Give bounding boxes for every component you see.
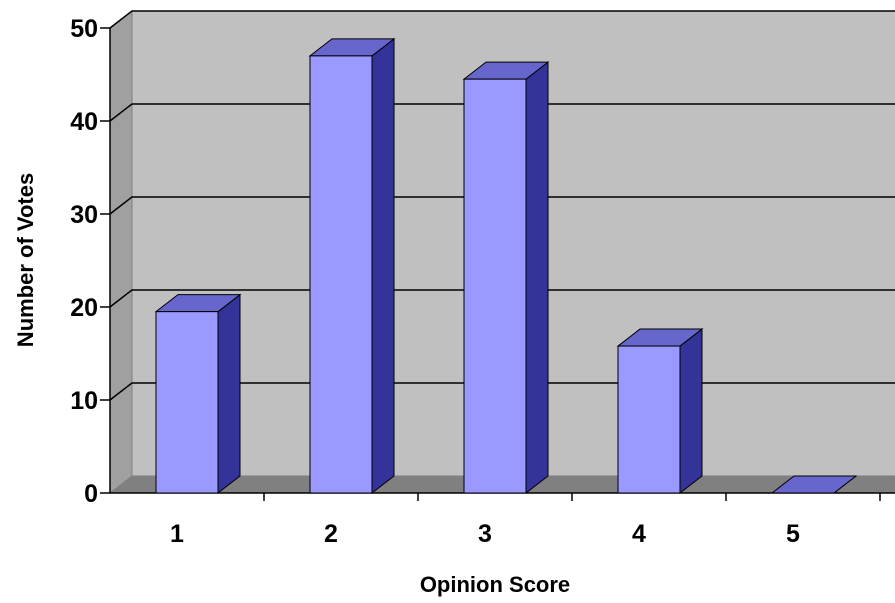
- x-tick-labels: 1 2 3 4 5: [170, 520, 800, 548]
- bar: [616, 328, 704, 495]
- y-tick-label: 40: [70, 108, 98, 136]
- x-tick-label: 1: [170, 520, 184, 548]
- bar-front: [463, 78, 527, 494]
- y-tick-label: 50: [70, 15, 98, 43]
- y-tick-labels: 0 10 20 30 40 50: [70, 15, 98, 508]
- y-tick-label: 10: [70, 387, 98, 415]
- x-tick-label: 5: [786, 520, 800, 548]
- bar-front: [617, 345, 681, 494]
- x-tick-label: 4: [632, 520, 646, 548]
- bar-side: [217, 293, 241, 495]
- y-tick-label: 20: [70, 294, 98, 322]
- gridline: [109, 196, 895, 215]
- gridline: [109, 289, 895, 308]
- bar-side: [525, 61, 549, 495]
- x-tick-label: 3: [478, 520, 492, 548]
- bar: [770, 475, 858, 494]
- x-tick-label: 2: [324, 520, 338, 548]
- bar-front: [309, 55, 373, 494]
- gridline: [109, 103, 895, 122]
- bar: [308, 37, 396, 495]
- y-tick-label: 30: [70, 201, 98, 229]
- gridlines: [109, 10, 895, 401]
- bar-side: [679, 328, 703, 495]
- side-wall: [109, 9, 133, 495]
- bar: [154, 293, 242, 495]
- bar-front: [155, 311, 219, 494]
- y-tick-label: 0: [84, 480, 98, 508]
- bar: [462, 61, 550, 495]
- y-axis-title: Number of Votes: [13, 173, 38, 347]
- bars: [154, 37, 858, 495]
- bar-top: [770, 475, 858, 494]
- bar-side: [371, 37, 395, 495]
- gridline: [109, 10, 895, 29]
- x-axis-title: Opinion Score: [420, 572, 570, 597]
